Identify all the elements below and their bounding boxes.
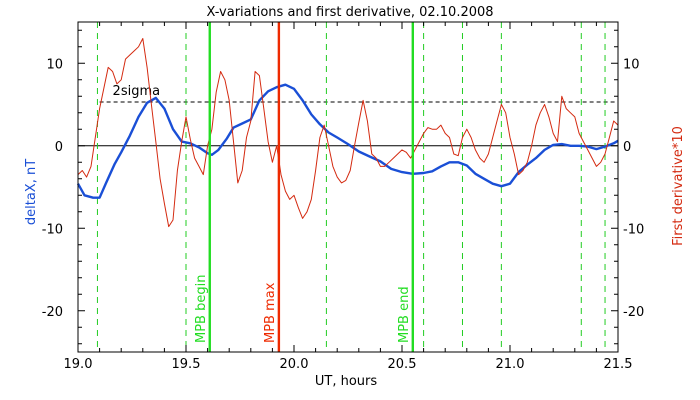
y-axis-label-right: First derivative*10 (671, 126, 686, 246)
series-line-deltaX (76, 83, 619, 199)
reference-lines: 2sigma (78, 22, 618, 352)
x-tick-label: 20.0 (280, 357, 309, 372)
y-tick-label-left: 0 (55, 140, 63, 155)
x-tick-label: 19.0 (64, 357, 93, 372)
y-tick-label-right: -10 (623, 222, 644, 237)
x-axis-label: UT, hours (315, 374, 377, 389)
x-tick-label: 19.5 (172, 357, 201, 372)
two-sigma-label: 2sigma (113, 84, 161, 99)
y-tick-label-left: -20 (42, 305, 63, 320)
x-tick-label: 21.5 (604, 357, 633, 372)
series-layer (76, 38, 619, 228)
marker-label-mpb-end: MPB end (397, 286, 412, 343)
y-tick-label-right: -20 (623, 305, 644, 320)
y-axis-label-left: deltaX, nT (24, 159, 39, 225)
y-tick-label-right: 0 (623, 140, 631, 155)
y-tick-label-left: 10 (46, 57, 63, 72)
x-tick-label: 20.5 (388, 357, 417, 372)
y-tick-label-left: -10 (42, 222, 63, 237)
axes-layer: 19.0 19.5 20.0 20.5 21.0 21.5 -20 -20 -10 -10 0 0 10… (42, 21, 644, 372)
y-tick-label-right: 10 (623, 57, 640, 72)
chart-title: X-variations and first derivative, 02.10… (206, 5, 493, 20)
plot-frame (77, 21, 619, 353)
x-tick-label: 21.0 (496, 357, 525, 372)
marker-label-mpb-max: MPB max (263, 282, 278, 343)
series-line-derivative (77, 38, 619, 228)
marker-layer: MPB begin MPB max MPB end (194, 22, 414, 352)
marker-label-mpb-begin: MPB begin (194, 275, 209, 343)
